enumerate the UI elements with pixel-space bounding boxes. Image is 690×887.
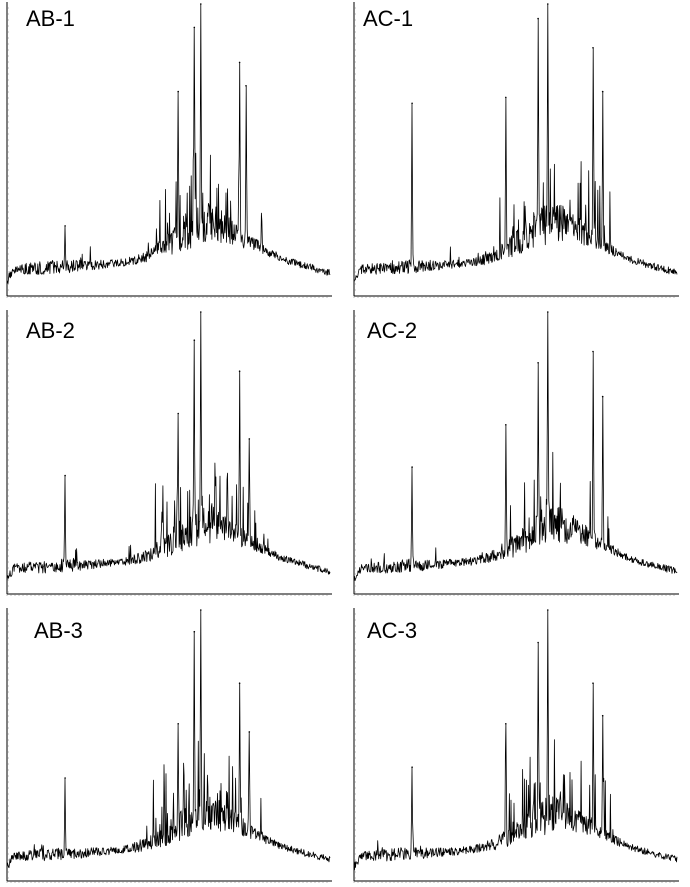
chromatogram-trace-ab-2: [6, 311, 331, 581]
peak-markers-ab-3: [64, 609, 251, 779]
peak-point-ac-3-2: [537, 641, 539, 644]
chromatogram-panel-ac-2: AC-2: [347, 308, 687, 600]
plot-frame-ab-3: [6, 608, 332, 882]
chromatogram-panel-ac-1: AC-1: [347, 0, 687, 302]
peak-point-ab-3-5: [248, 731, 251, 733]
peak-point-ac-2-3: [547, 311, 549, 313]
peak-point-ac-2-0: [411, 466, 413, 468]
peak-point-ac-1-0: [411, 102, 413, 105]
axis-ticks-ac-2: [353, 315, 675, 596]
peak-point-ac-1-2: [537, 17, 539, 20]
peak-point-ac-1-1: [505, 96, 507, 99]
peak-point-ab-1-5: [245, 85, 247, 87]
chromatogram-chart-ab-2: [6, 310, 332, 596]
peak-point-ac-3-4: [592, 682, 594, 684]
peak-point-ac-2-1: [505, 424, 507, 426]
peak-point-ac-1-4: [592, 47, 594, 49]
peak-point-ac-1-5: [601, 90, 604, 93]
chromatogram-trace-ac-1: [353, 3, 678, 283]
peak-point-ab-1-3: [200, 3, 202, 5]
chromatogram-panel-ab-2: AB-2: [0, 308, 340, 600]
peak-point-ab-3-3: [200, 609, 202, 611]
chromatogram-trace-ac-2: [353, 311, 678, 581]
peak-point-ac-3-3: [547, 609, 549, 611]
plot-frame-ac-3: [353, 608, 679, 882]
peak-point-ab-2-3: [200, 311, 202, 313]
axis-ticks-ab-2: [6, 315, 328, 596]
peak-markers-ac-2: [411, 311, 604, 468]
peak-markers-ab-1: [64, 3, 247, 227]
panel-label-ab-3: AB-3: [34, 618, 83, 643]
peak-markers-ac-3: [411, 609, 604, 768]
chromatogram-chart-ab-1: [6, 2, 332, 298]
peak-point-ab-1-2: [193, 26, 196, 29]
peak-point-ac-3-5: [601, 714, 604, 717]
plot-frame-ab-1: [6, 2, 332, 297]
chromatogram-chart-ac-1: [353, 2, 679, 298]
plot-frame-ac-1: [353, 2, 679, 297]
peak-point-ac-3-1: [505, 723, 507, 725]
chromatogram-trace-ac-3: [353, 609, 678, 871]
peak-point-ab-2-5: [248, 438, 251, 440]
peak-point-ab-1-0: [64, 225, 66, 227]
peak-point-ab-3-0: [64, 777, 66, 779]
chromatogram-panel-ab-1: AB-1: [0, 0, 340, 302]
plot-frame-ab-2: [6, 310, 332, 595]
panel-label-ac-2: AC-2: [367, 318, 418, 343]
peak-point-ab-3-2: [193, 630, 196, 633]
peak-markers-ab-2: [64, 311, 251, 477]
peak-point-ac-2-4: [592, 350, 594, 353]
axis-ticks-ab-3: [6, 613, 328, 883]
panel-label-ac-1: AC-1: [363, 6, 414, 31]
peak-point-ab-2-0: [64, 474, 66, 477]
axis-ticks-ac-1: [353, 7, 675, 298]
chromatogram-panel-ab-3: AB-3: [0, 606, 340, 887]
panel-label-ab-2: AB-2: [26, 318, 75, 343]
chromatogram-chart-ac-2: [353, 310, 679, 596]
chromatogram-trace-ab-3: [6, 609, 331, 869]
peak-point-ab-1-1: [177, 90, 179, 93]
peak-point-ac-1-3: [547, 3, 549, 5]
peak-point-ab-2-1: [177, 412, 179, 415]
panel-label-ab-1: AB-1: [26, 6, 75, 31]
axis-ticks-ac-3: [353, 613, 675, 883]
panel-label-ac-3: AC-3: [367, 618, 418, 643]
peak-point-ac-2-2: [537, 362, 539, 364]
chromatogram-chart-ac-3: [353, 608, 679, 883]
plot-frame-ac-2: [353, 310, 679, 595]
peak-point-ab-2-2: [193, 339, 196, 341]
peak-point-ab-3-4: [238, 682, 241, 684]
peak-point-ab-1-4: [238, 61, 241, 64]
chromatogram-trace-ab-1: [6, 3, 331, 284]
axis-ticks-ab-1: [6, 7, 328, 298]
chromatogram-panel-ac-3: AC-3: [347, 606, 687, 887]
peak-point-ac-2-5: [601, 395, 604, 398]
peak-markers-ac-1: [411, 3, 604, 105]
chromatogram-chart-ab-3: [6, 608, 332, 883]
peak-point-ac-3-0: [411, 766, 413, 768]
peak-point-ab-2-4: [238, 370, 241, 372]
peak-point-ab-3-1: [177, 723, 179, 725]
